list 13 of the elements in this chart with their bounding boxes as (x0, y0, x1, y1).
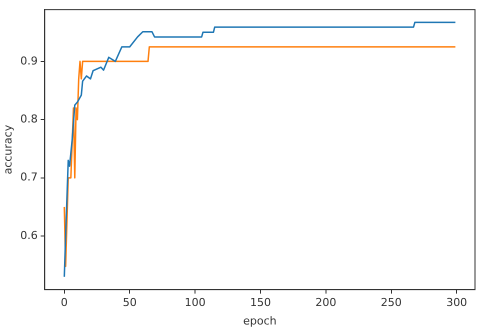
x-axis-title: epoch (243, 314, 277, 328)
x-tick-label: 300 (446, 296, 468, 310)
x-tick-label: 0 (60, 296, 68, 310)
y-tick-label: 0.7 (20, 170, 38, 184)
y-tick-label: 0.8 (20, 112, 38, 126)
x-tick-label: 250 (380, 296, 402, 310)
x-tick-label: 150 (250, 296, 271, 310)
y-tick-label: 0.9 (20, 54, 38, 68)
y-axis-title: accuracy (1, 124, 14, 174)
y-tick-label: 0.6 (20, 228, 38, 242)
x-tick-label: 200 (315, 296, 336, 310)
x-tick-label: 100 (184, 296, 206, 310)
x-tick-label: 50 (122, 296, 137, 310)
